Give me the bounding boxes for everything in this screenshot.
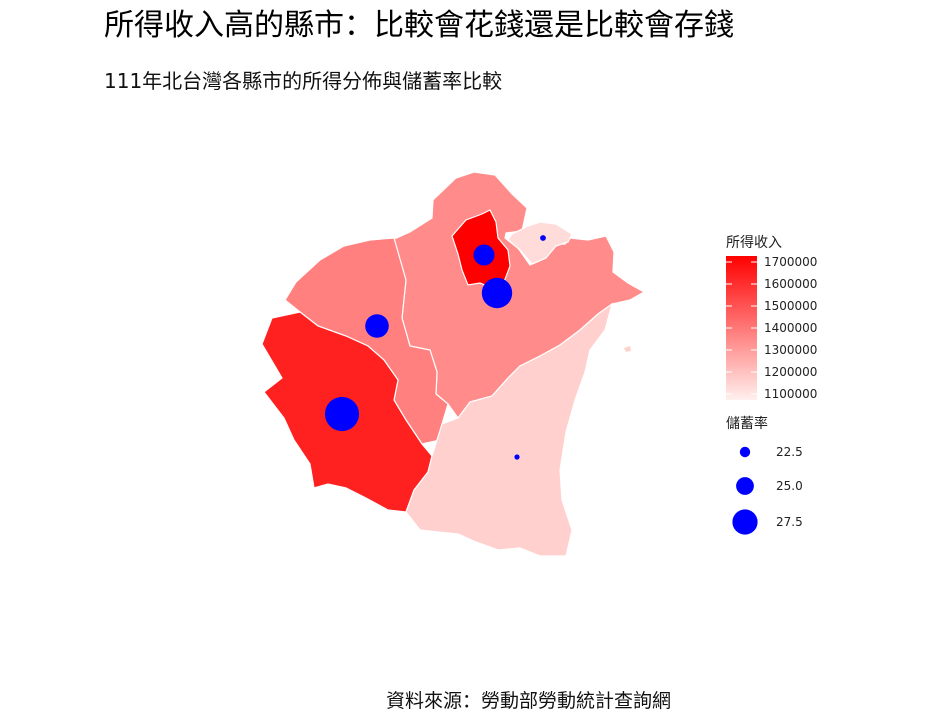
savings-legend: 儲蓄率 22.5 25.0 27.5: [726, 415, 803, 535]
income-tick-label: 1400000: [764, 321, 817, 335]
savings-key-label: 25.0: [776, 479, 803, 493]
savings-key-circle: [736, 477, 754, 495]
bubble-keelung: [540, 235, 546, 241]
map-subtitle: 111年北台灣各縣市的所得分佈與儲蓄率比較: [104, 69, 503, 93]
income-tick-label: 1200000: [764, 365, 817, 379]
bubble-layer: [324, 235, 546, 460]
income-legend: 所得收入 1700000 1600000 1500000 1400000 1300000…: [726, 234, 817, 401]
savings-legend-title: 儲蓄率: [726, 415, 768, 432]
source-caption: 資料來源：勞動部勞動統計查詢網: [386, 690, 672, 712]
income-tick-label: 1600000: [764, 277, 817, 291]
savings-key-circle: [732, 509, 758, 535]
bubble-hsinchu-county: [324, 396, 360, 432]
map-title: 所得收入高的縣市：比較會花錢還是比較會存錢: [104, 8, 734, 43]
region-yilan: [405, 302, 614, 557]
savings-key-label: 27.5: [776, 515, 803, 529]
bubble-yilan: [514, 454, 520, 460]
region-keelung: [507, 221, 573, 265]
income-tick-label: 1100000: [764, 387, 817, 401]
islet: [624, 346, 631, 352]
bubble-taipei: [473, 244, 495, 266]
income-tick-label: 1500000: [764, 299, 817, 313]
region-layer: [261, 171, 646, 557]
income-tick-label: 1300000: [764, 343, 817, 357]
income-legend-title: 所得收入: [726, 234, 782, 251]
bubble-new-taipei: [481, 277, 513, 309]
savings-key-label: 22.5: [776, 445, 803, 459]
bubble-taoyuan: [365, 314, 389, 338]
savings-key-circle: [739, 446, 751, 458]
income-tick-label: 1700000: [764, 255, 817, 269]
